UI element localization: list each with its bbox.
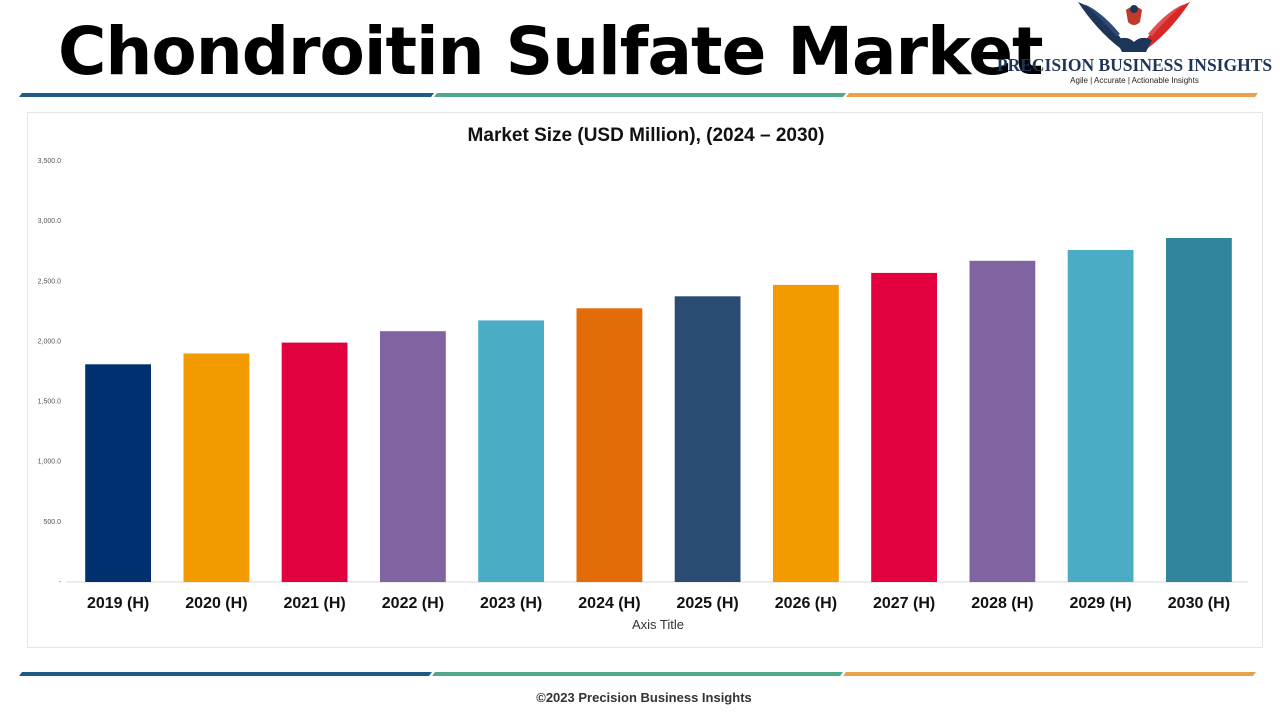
bar	[576, 308, 643, 582]
bar	[183, 353, 250, 582]
top-divider-stripe	[19, 93, 1258, 97]
x-tick-label: 2024 (H)	[578, 595, 640, 612]
y-tick-label: 500.0	[43, 519, 61, 526]
y-tick-label: 3,000.0	[38, 218, 61, 225]
y-tick-label: 1,500.0	[38, 399, 61, 406]
bar	[380, 331, 446, 582]
eagle-handshake-logo-icon	[1078, 2, 1190, 52]
x-axis-labels: 2019 (H) 2020 (H) 2021 (H) 2022 (H) 2023 (H)…	[87, 595, 1230, 612]
x-tick-label: 2022 (H)	[382, 595, 444, 612]
y-tick-label: 2,500.0	[38, 278, 61, 285]
x-tick-label: 2019 (H)	[87, 595, 149, 612]
y-tick-label: 2,000.0	[38, 338, 61, 345]
footer-copyright: ©2023 Precision Business Insights	[536, 690, 752, 705]
x-tick-label: 2029 (H)	[1069, 595, 1131, 612]
y-tick-label: 3,500.0	[38, 158, 61, 165]
company-logo: PRECISION BUSINESS INSIGHTS Agile | Accu…	[992, 0, 1277, 90]
bar-chart: Market Size (USD Million), (2024 – 2030)…	[38, 125, 1248, 632]
x-tick-label: 2023 (H)	[480, 595, 542, 612]
bar	[773, 284, 839, 582]
chart-title: Market Size (USD Million), (2024 – 2030)	[468, 125, 825, 146]
bar	[674, 296, 741, 582]
x-tick-label: 2020 (H)	[185, 595, 247, 612]
x-tick-label: 2025 (H)	[676, 595, 738, 612]
bar	[1166, 238, 1232, 582]
logo-name: PRECISION BUSINESS INSIGHTS	[996, 55, 1273, 75]
bar	[478, 320, 544, 582]
x-tick-label: 2028 (H)	[971, 595, 1033, 612]
x-tick-label: 2027 (H)	[873, 595, 935, 612]
x-tick-label: 2030 (H)	[1168, 595, 1230, 612]
chart-area: Market Size (USD Million), (2024 – 2030)…	[27, 112, 1263, 648]
y-axis-ticks: - 500.0 1,000.0 1,500.0 2,000.0 2,500.0 3,000.…	[38, 158, 62, 586]
x-tick-label: 2021 (H)	[283, 595, 345, 612]
bar	[969, 260, 1036, 582]
bar	[85, 364, 151, 582]
x-axis-title: Axis Title	[632, 617, 684, 632]
bars-group	[85, 238, 1232, 582]
bar	[871, 272, 937, 582]
y-tick-label: -	[59, 579, 62, 586]
y-tick-label: 1,000.0	[38, 459, 61, 466]
bottom-divider-stripe	[19, 672, 1256, 676]
bar	[1067, 250, 1134, 582]
logo-tagline: Agile | Accurate | Actionable Insights	[1070, 76, 1199, 85]
bar	[281, 342, 348, 582]
page-title: Chondroitin Sulfate Market	[58, 13, 1044, 90]
x-tick-label: 2026 (H)	[775, 595, 837, 612]
